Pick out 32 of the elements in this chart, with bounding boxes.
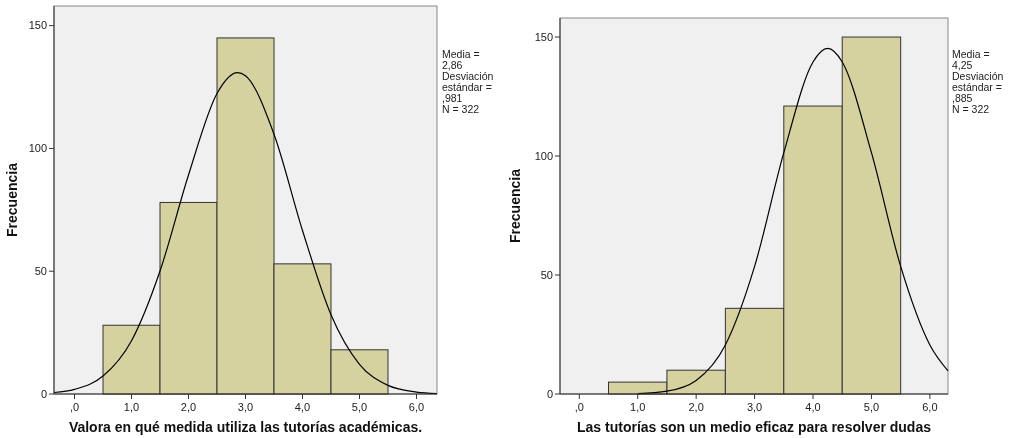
x-tick-label: ,0 <box>69 401 80 413</box>
x-tick-label: 1,0 <box>630 401 646 413</box>
x-tick-label: 1,0 <box>123 401 140 413</box>
text: N = 322 <box>952 103 990 115</box>
text: Desviación estándar = ,885 <box>952 70 1004 104</box>
x-tick-label: 6,0 <box>408 401 425 413</box>
y-tick-label: 0 <box>546 387 553 400</box>
y-tick-label: 100 <box>28 142 47 155</box>
x-tick-label: 3,0 <box>237 401 254 413</box>
y-tick-label: 0 <box>40 387 47 400</box>
x-tick-label: 2,0 <box>180 401 197 413</box>
y-tick-label: 150 <box>534 30 553 43</box>
x-tick-label: 2,0 <box>688 401 704 413</box>
x-tick-label: 4,0 <box>805 401 821 413</box>
text: Media = 4,25 <box>952 48 990 71</box>
x-axis-title: Las tutorías son un medio eficaz para resolver dudas <box>577 419 932 435</box>
x-tick-label: 3,0 <box>746 401 763 413</box>
x-tick-label: 6,0 <box>922 401 938 413</box>
y-tick-label: 100 <box>534 149 553 162</box>
y-axis-title: Frecuencia <box>507 168 523 243</box>
text: Desviación estándar = ,981 <box>442 70 494 104</box>
y-tick-label: 50 <box>540 268 553 281</box>
x-tick-label: 5,0 <box>351 401 368 413</box>
y-axis-title: Frecuencia <box>4 162 20 237</box>
y-tick-label: 50 <box>34 265 47 278</box>
x-tick-label: ,0 <box>574 401 584 413</box>
text: N = 322 <box>442 103 480 115</box>
y-tick-label: 150 <box>28 19 47 32</box>
x-axis-title: Valora en qué medida utiliza las tutorías académicas. <box>68 419 423 435</box>
x-tick-label: 5,0 <box>863 401 880 413</box>
text: Media = 2,86 <box>442 48 480 71</box>
x-tick-label: 4,0 <box>294 401 311 413</box>
